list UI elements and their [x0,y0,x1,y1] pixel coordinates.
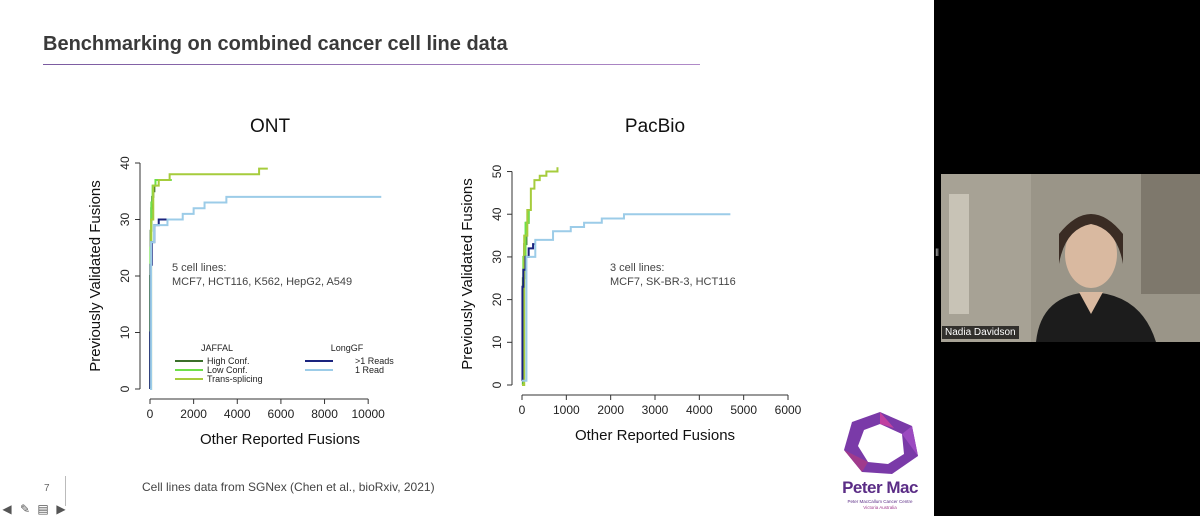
series-line [150,167,268,390]
legend-entry: High Conf. [207,356,250,366]
x-tick-label: 0 [147,407,154,421]
slide-number: 7 [44,483,50,494]
y-tick-label: 30 [490,250,504,264]
x-tick-label: 2000 [180,407,207,421]
legend-entry: >1 Reads [355,356,394,366]
chart-annotation: 3 cell lines: [610,262,664,274]
x-tick-label: 1000 [553,403,580,417]
footer-divider [65,476,66,506]
x-tick-label: 10000 [351,407,385,421]
y-tick-label: 40 [490,207,504,221]
slide-footnote: Cell lines data from SGNex (Chen et al.,… [142,480,435,494]
chart-title: PacBio [625,116,685,137]
pacbio-chart: PacBio 0 1000 2000 3000 4000 5000 6000 0 10 20 30 40… [459,116,802,444]
x-tick-label: 2000 [597,403,624,417]
logo-subtitle: Peter MacCallum Cancer Centre [847,499,913,504]
y-tick-label: 0 [118,385,132,392]
y-tick-label: 20 [490,293,504,307]
series-line [149,218,172,390]
x-axis-label: Other Reported Fusions [200,431,360,448]
chart-annotation: 5 cell lines: [172,262,226,274]
x-tick-label: 4000 [686,403,713,417]
panel-resize-handle[interactable]: ‖ [935,248,940,259]
y-tick-label: 10 [118,326,132,340]
legend-entry: Low Conf. [207,365,248,375]
x-axis-label: Other Reported Fusions [575,427,735,444]
y-tick-label: 30 [118,213,132,227]
y-tick-label: 40 [118,156,132,170]
arrow-left-icon[interactable]: ◀ [2,502,12,516]
y-tick-label: 50 [490,165,504,179]
title-divider [43,64,700,65]
x-tick-label: 4000 [224,407,251,421]
pen-icon[interactable]: ✎ [19,502,31,516]
x-tick-label: 0 [519,403,526,417]
legend-entry: 1 Read [355,365,384,375]
x-tick-label: 6000 [268,407,295,421]
x-tick-label: 3000 [642,403,669,417]
series-line [522,167,559,386]
presentation-slide: Benchmarking on combined cancer cell lin… [0,0,934,516]
arrow-right-icon[interactable]: ▶ [56,502,66,516]
presenter-toolbar: ◀ ✎ ▤ ▶ [0,502,68,516]
logo-name: Peter Mac [842,478,918,497]
y-tick-label: 10 [490,335,504,349]
peter-mac-logo: Peter Mac Peter MacCallum Cancer Centre … [832,408,928,516]
series-line [150,195,382,390]
chart-annotation: MCF7, HCT116, K562, HepG2, A549 [172,276,352,288]
legend-title: JAFFAL [201,343,233,353]
x-tick-label: 6000 [775,403,802,417]
series-line [522,213,731,382]
logo-location: Victoria Australia [863,505,897,510]
legend-title: LongGF [331,343,364,353]
participant-name-label: Nadia Davidson [942,326,1019,339]
x-tick-label: 5000 [730,403,757,417]
y-axis-label: Previously Validated Fusions [459,178,476,369]
person-video-icon [941,174,1200,342]
chart-title: ONT [250,116,291,137]
legend-entry: Trans-splicing [207,374,263,384]
participant-video[interactable] [941,174,1200,342]
chart-annotation: MCF7, SK-BR-3, HCT116 [610,276,736,288]
slide-title: Benchmarking on combined cancer cell lin… [43,33,508,55]
y-axis-label: Previously Validated Fusions [87,180,104,371]
x-tick-label: 8000 [311,407,338,421]
ont-chart: ONT 0 2000 4000 6000 8000 10000 0 10 20 30 40 Other … [87,116,394,448]
logo-mark-icon [844,412,918,474]
slides-icon[interactable]: ▤ [37,502,49,516]
y-tick-label: 20 [118,269,132,283]
y-tick-label: 0 [490,381,504,388]
